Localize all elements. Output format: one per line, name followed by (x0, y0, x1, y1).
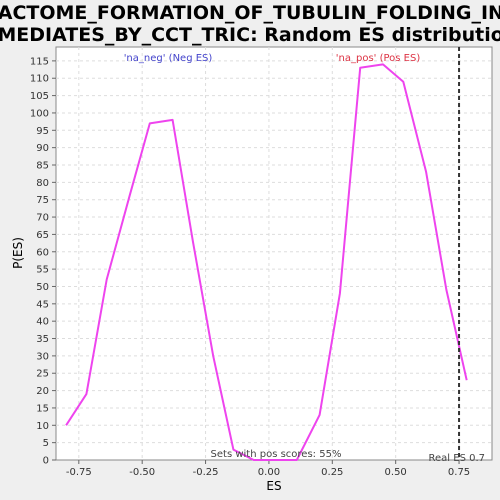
y-tick-label: 10 (36, 421, 49, 432)
y-tick-label: 80 (36, 178, 49, 189)
y-tick-label: 0 (43, 456, 49, 467)
x-axis-ticks: -0.75 -0.50 -0.25 0.00 0.25 0.50 0.75 (66, 460, 470, 478)
series-layer (65, 47, 468, 461)
real-es-annotation: Real ES 0.7 (429, 453, 485, 464)
pos-scores-annotation: Sets with pos scores: 55% (211, 449, 342, 460)
y-tick-label: 35 (36, 334, 49, 345)
y-tick-label: 25 (36, 369, 49, 380)
y-tick-label: 70 (36, 213, 49, 224)
chart-title-line1: REACTOME_FORMATION_OF_TUBULIN_FOLDING_IN… (0, 2, 500, 24)
y-tick-label: 50 (36, 282, 49, 293)
y-tick-label: 5 (43, 438, 49, 449)
x-tick-label: -0.75 (66, 467, 92, 478)
legend-neg-es: 'na_neg' (Neg ES) (124, 53, 213, 64)
x-tick-label: -0.25 (193, 467, 219, 478)
x-tick-label: 0.50 (385, 467, 407, 478)
y-tick-label: 15 (36, 403, 49, 414)
chart-title-line2: RMEDIATES_BY_CCT_TRIC: Random ES distrib… (0, 24, 500, 46)
y-tick-label: 30 (36, 351, 49, 362)
y-tick-label: 75 (36, 195, 49, 206)
y-tick-label: 100 (30, 108, 49, 119)
x-tick-label: 0.00 (258, 467, 280, 478)
y-tick-label: 85 (36, 161, 49, 172)
es-distribution-line (65, 63, 468, 461)
x-axis-label: ES (266, 479, 281, 493)
legend-pos-es: 'na_pos' (Pos ES) (336, 53, 421, 64)
y-tick-label: 95 (36, 126, 49, 137)
y-tick-label: 55 (36, 265, 49, 276)
y-tick-label: 20 (36, 386, 49, 397)
y-tick-label: 90 (36, 143, 49, 154)
y-tick-label: 45 (36, 299, 49, 310)
y-tick-label: 40 (36, 317, 49, 328)
x-tick-label: 0.25 (321, 467, 343, 478)
y-axis-label: P(ES) (11, 237, 25, 269)
x-tick-label: 0.75 (448, 467, 470, 478)
y-tick-label: 60 (36, 247, 49, 258)
plot-area (55, 46, 493, 461)
y-tick-label: 110 (30, 74, 49, 85)
y-tick-label: 65 (36, 230, 49, 241)
y-tick-label: 105 (30, 91, 49, 102)
x-tick-label: -0.50 (129, 467, 155, 478)
y-axis-ticks: 0 5 10 15 20 25 30 35 40 45 50 55 60 65 70 75 80 85 90 95 10… (30, 56, 56, 467)
y-tick-label: 115 (30, 56, 49, 67)
